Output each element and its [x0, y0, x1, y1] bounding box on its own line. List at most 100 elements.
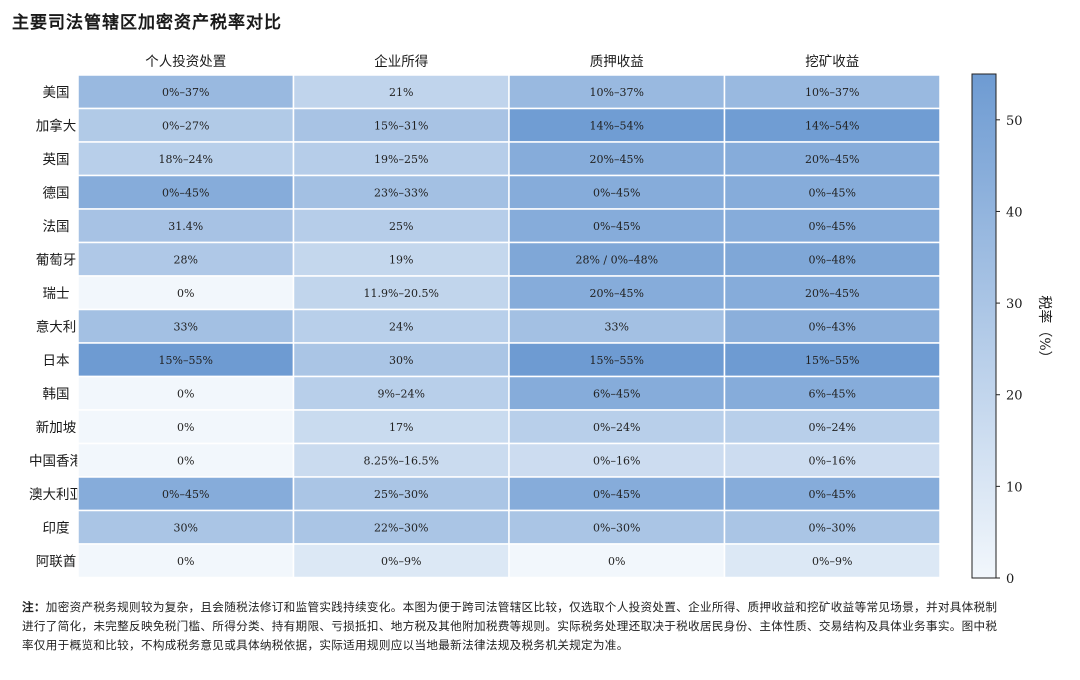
heatmap-cell: [508, 409, 726, 445]
cell-label: 0%: [177, 555, 194, 568]
heatmap-cell: [77, 342, 295, 378]
heatmap-cell: [292, 375, 510, 411]
cell-label: 0%–43%: [809, 320, 856, 333]
cell-label: 20%–45%: [805, 153, 859, 166]
heatmap-cell: [292, 442, 510, 478]
chart-title: 主要司法管辖区加密资产税率对比: [12, 13, 282, 33]
cell-label: 19%–25%: [374, 153, 428, 166]
cell-label: 0%: [177, 454, 194, 467]
cell-label: 30%: [174, 521, 198, 534]
row-label: 阿联酋: [36, 553, 77, 570]
colorbar-tick-label: 0: [1006, 572, 1014, 587]
cell-label: 20%–45%: [590, 287, 644, 300]
colorbar-label: 税率（%）: [1036, 295, 1053, 364]
row-label: 美国: [43, 85, 70, 101]
cell-label: 14%–54%: [805, 119, 859, 132]
colorbar-tick-label: 20: [1006, 389, 1023, 404]
cell-label: 19%: [389, 253, 413, 266]
column-header: 挖矿收益: [805, 54, 859, 70]
heatmap-cell: [77, 375, 295, 411]
heatmap-cell: [723, 174, 941, 210]
heatmap-cell: [723, 509, 941, 545]
cell-label: 15%–55%: [805, 354, 859, 367]
heatmap-cell: [77, 141, 295, 177]
cell-label: 24%: [389, 320, 413, 333]
row-label: 韩国: [43, 386, 70, 402]
cell-label: 0%–45%: [593, 186, 640, 199]
cell-label: 15%–55%: [590, 354, 644, 367]
column-header: 企业所得: [374, 53, 428, 70]
cell-label: 0%–37%: [162, 86, 209, 99]
heatmap-cell: [292, 208, 510, 244]
cell-label: 11.9%–20.5%: [364, 287, 439, 300]
row-label: 瑞士: [43, 286, 70, 302]
heatmap-cell: [508, 107, 726, 143]
cell-label: 25%–30%: [374, 488, 428, 501]
heatmap-cell: [292, 342, 510, 378]
cell-label: 0%–48%: [809, 253, 856, 266]
heatmap-cell: [723, 476, 941, 512]
row-label: 澳大利亚: [29, 487, 83, 503]
cell-label: 15%–31%: [374, 119, 428, 132]
cell-label: 0%–9%: [812, 555, 852, 568]
heatmap-cell: [723, 375, 941, 411]
cell-label: 22%–30%: [374, 521, 428, 534]
row-label: 日本: [43, 353, 70, 369]
heatmap-cell: [292, 107, 510, 143]
note-text: 加密资产税务规则较为复杂，且会随税法修订和监管实践持续变化。本图为便于跨司法管辖…: [22, 600, 998, 652]
cell-label: 6%–45%: [593, 387, 640, 400]
cell-label: 20%–45%: [805, 287, 859, 300]
cell-label: 0%–24%: [809, 421, 856, 434]
heatmap-cell: [508, 208, 726, 244]
cell-label: 0%–30%: [593, 521, 640, 534]
cell-label: 0%–16%: [809, 454, 856, 467]
heatmap-cell: [723, 342, 941, 378]
cell-label: 25%: [389, 220, 413, 233]
cell-label: 0%: [608, 555, 625, 568]
cell-label: 20%–45%: [590, 153, 644, 166]
cell-label: 23%–33%: [374, 186, 428, 199]
cell-label: 33%: [605, 320, 629, 333]
note-label: 注：: [22, 600, 46, 614]
cell-label: 6%–45%: [809, 387, 856, 400]
row-label: 新加坡: [36, 420, 77, 436]
row-label: 加拿大: [36, 117, 77, 134]
cell-label: 30%: [389, 354, 413, 367]
heatmap-cell: [508, 275, 726, 311]
cell-label: 15%–55%: [159, 354, 213, 367]
cell-label: 0%–24%: [593, 421, 640, 434]
heatmap-cell: [723, 241, 941, 277]
cell-label: 0%–45%: [809, 186, 856, 199]
heatmap-cell: [292, 476, 510, 512]
heatmap-cell: [77, 174, 295, 210]
cell-label: 10%–37%: [590, 86, 644, 99]
heatmap-cell: [77, 275, 295, 311]
column-header: 质押收益: [590, 54, 644, 70]
colorbar: [971, 73, 997, 579]
heatmap-cell: [292, 409, 510, 445]
cell-label: 10%–37%: [805, 86, 859, 99]
heatmap-cell: [508, 141, 726, 177]
heatmap-cell: [723, 543, 941, 579]
colorbar-tick-label: 50: [1006, 114, 1023, 129]
heatmap-cell: [77, 409, 295, 445]
cell-label: 0%–45%: [162, 186, 209, 199]
heatmap-cell: [77, 308, 295, 344]
row-label: 中国香港: [29, 453, 83, 469]
cell-label: 8.25%–16.5%: [364, 454, 439, 467]
cell-label: 0%–45%: [162, 488, 209, 501]
heatmap-cell: [77, 509, 295, 545]
cell-label: 0%–45%: [809, 488, 856, 501]
colorbar-tick-label: 40: [1006, 205, 1023, 220]
cell-label: 31.4%: [168, 220, 203, 233]
cell-label: 0%–30%: [809, 521, 856, 534]
cell-label: 18%–24%: [159, 153, 213, 166]
cell-label: 0%–45%: [809, 220, 856, 233]
cell-label: 9%–24%: [378, 387, 425, 400]
heatmap-cell: [723, 442, 941, 478]
heatmap-cell: [292, 509, 510, 545]
row-label: 印度: [43, 520, 70, 536]
cell-label: 14%–54%: [590, 119, 644, 132]
row-label: 法国: [43, 219, 70, 235]
